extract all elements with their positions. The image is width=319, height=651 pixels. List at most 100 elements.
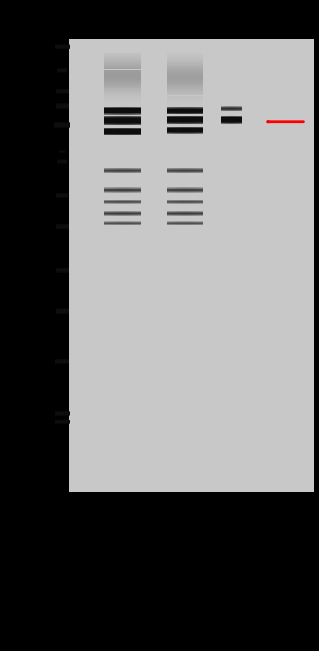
Bar	[181, 168, 182, 173]
Bar	[190, 116, 191, 124]
Bar	[168, 116, 169, 124]
Bar	[197, 221, 198, 225]
Bar	[120, 107, 122, 115]
Bar	[175, 221, 176, 225]
Bar	[105, 95, 141, 96]
Bar	[200, 187, 201, 193]
Bar	[105, 56, 141, 57]
Bar	[136, 200, 137, 204]
Bar	[137, 200, 139, 204]
Bar	[105, 105, 141, 107]
Bar	[123, 221, 124, 225]
Bar	[106, 107, 107, 115]
Bar	[167, 80, 204, 81]
Bar	[198, 211, 200, 216]
Bar	[130, 107, 131, 115]
Bar	[57, 159, 58, 163]
Bar	[202, 116, 204, 124]
Bar	[106, 221, 107, 225]
Bar	[201, 107, 202, 115]
Bar	[119, 187, 120, 193]
Bar	[113, 168, 114, 173]
Bar	[178, 200, 179, 204]
Bar	[136, 211, 137, 216]
Bar	[105, 93, 141, 94]
Bar	[181, 221, 182, 225]
Bar	[184, 200, 185, 204]
Bar	[63, 159, 64, 163]
Bar	[194, 200, 195, 204]
Bar	[115, 168, 117, 173]
Bar	[105, 107, 141, 109]
Bar	[179, 187, 180, 193]
Bar	[58, 122, 59, 128]
Bar	[128, 168, 129, 173]
Bar	[169, 200, 170, 204]
Bar	[66, 68, 67, 73]
Bar	[176, 187, 178, 193]
Bar	[167, 76, 204, 77]
Bar	[59, 308, 60, 314]
Bar	[130, 221, 131, 225]
Bar	[226, 106, 227, 111]
Bar	[136, 107, 137, 115]
Bar	[105, 97, 141, 98]
Bar	[126, 187, 128, 193]
Bar	[185, 116, 186, 124]
Bar	[192, 221, 194, 225]
Bar	[57, 420, 58, 424]
Bar	[232, 106, 233, 111]
Bar	[167, 103, 204, 104]
Bar	[61, 103, 62, 109]
Bar	[176, 126, 178, 134]
Bar	[67, 103, 68, 109]
Bar	[167, 53, 204, 54]
Bar	[66, 159, 67, 163]
Bar	[57, 44, 58, 49]
Bar	[167, 105, 204, 107]
Bar	[170, 126, 172, 134]
Bar	[133, 200, 134, 204]
Bar	[120, 168, 122, 173]
Bar	[169, 116, 170, 124]
Bar	[198, 187, 200, 193]
Bar	[167, 211, 168, 216]
Bar	[69, 411, 70, 416]
Bar	[192, 187, 194, 193]
Bar	[170, 211, 172, 216]
Bar	[192, 107, 194, 115]
Bar	[167, 79, 204, 80]
Bar	[122, 128, 123, 135]
Bar	[61, 159, 62, 163]
Bar	[105, 60, 141, 61]
Bar	[63, 359, 64, 364]
Bar	[167, 107, 204, 108]
Bar	[108, 128, 109, 135]
Bar	[57, 122, 58, 128]
Bar	[122, 107, 123, 115]
Bar	[58, 159, 59, 163]
Bar	[125, 221, 126, 225]
Bar	[58, 103, 59, 109]
Bar	[57, 89, 58, 94]
Bar	[133, 128, 134, 135]
Bar	[174, 168, 175, 173]
Bar	[118, 116, 119, 125]
Bar	[133, 211, 134, 216]
Bar	[131, 116, 133, 125]
Bar	[66, 359, 67, 364]
Bar	[105, 96, 141, 97]
Bar	[59, 411, 60, 416]
Bar	[56, 420, 57, 424]
Bar	[173, 221, 174, 225]
Bar	[69, 44, 70, 49]
Bar	[140, 107, 141, 115]
Bar	[167, 64, 204, 65]
Bar	[239, 116, 240, 124]
Bar	[67, 359, 68, 364]
Bar	[60, 268, 61, 273]
Bar	[69, 39, 314, 492]
Bar	[241, 106, 242, 111]
Bar	[67, 193, 68, 198]
Bar	[135, 168, 136, 173]
